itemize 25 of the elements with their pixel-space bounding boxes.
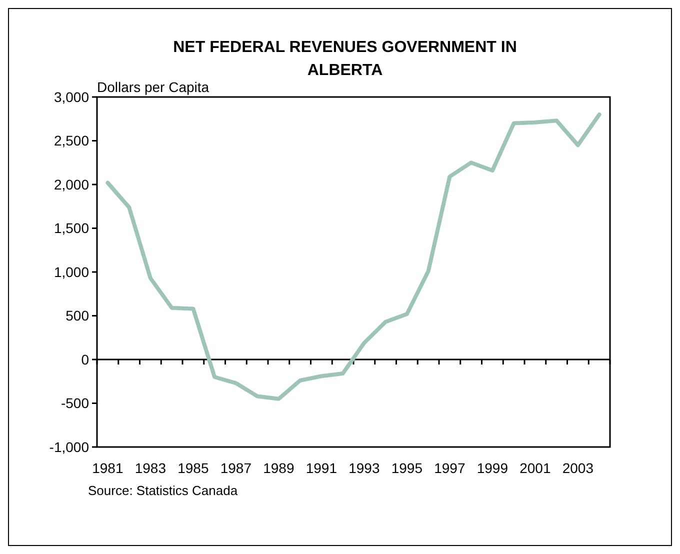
y-tick-label: 0 (81, 351, 90, 368)
x-tick-label: 2001 (520, 460, 551, 476)
y-tick-label: 500 (66, 308, 90, 324)
y-tick-label: -500 (60, 395, 90, 412)
y-tick-label: 1,500 (54, 220, 90, 236)
x-tick-label: 1993 (348, 460, 380, 476)
x-tick-label: 1991 (306, 460, 338, 476)
y-tick-label: 1,000 (54, 264, 90, 280)
y-axis-title: Dollars per Capita (97, 79, 210, 95)
y-tick-label: 2,000 (54, 176, 90, 192)
x-tick-label: 1999 (476, 460, 508, 476)
x-tick-label: 1987 (220, 460, 252, 476)
x-tick-label: 1997 (434, 460, 466, 476)
x-tick-label: 1983 (134, 460, 166, 476)
x-tick-label: 1985 (178, 460, 209, 476)
y-tick-label: 3,000 (54, 88, 90, 105)
line-series (106, 112, 602, 401)
chart-title: NET FEDERAL REVENUES GOVERNMENT IN ALBERTA (173, 39, 517, 79)
x-tick-label: 1981 (92, 460, 124, 476)
y-tick-label: -1,000 (49, 438, 90, 455)
x-tick-label: 1995 (391, 460, 423, 476)
x-tick-label: 2003 (562, 460, 594, 476)
source-note: Source: Statistics Canada (88, 483, 238, 498)
x-tick-label: 1989 (263, 460, 294, 476)
y-tick-label: 2,500 (54, 132, 90, 149)
